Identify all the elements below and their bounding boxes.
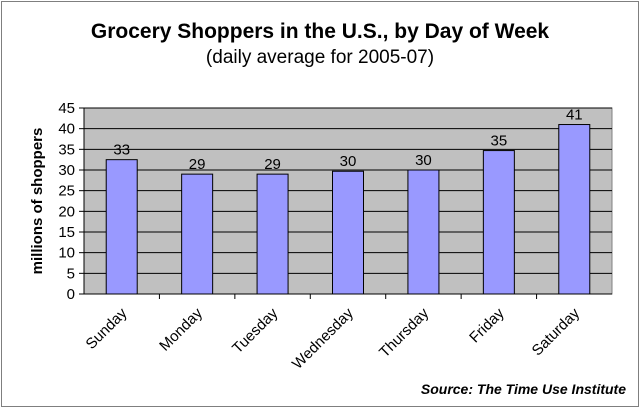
source-note: Source: The Time Use Institute (420, 381, 626, 397)
chart-subtitle: (daily average for 2005-07) (205, 47, 435, 68)
y-tick-label: 20 (58, 203, 75, 220)
bar-friday (482, 150, 515, 295)
data-label: 35 (491, 133, 508, 150)
data-label: 41 (566, 107, 583, 124)
y-tick-label: 40 (58, 121, 75, 138)
y-axis-label: millions of shoppers (29, 128, 46, 275)
bar-thursday (407, 169, 440, 295)
data-label: 33 (113, 142, 130, 159)
y-tick-label: 25 (58, 183, 75, 200)
y-tick-label: 30 (58, 162, 75, 179)
y-tick-label: 10 (58, 245, 75, 262)
data-label: 29 (189, 156, 206, 173)
x-category-label: Monday (156, 304, 206, 354)
bar-monday (181, 173, 214, 295)
y-tick-label: 15 (58, 224, 75, 241)
y-tick-label: 0 (67, 286, 75, 303)
data-label: 29 (264, 156, 281, 173)
bar-saturday (558, 124, 591, 295)
data-label: 30 (340, 153, 357, 170)
bar-tuesday (256, 173, 289, 295)
bars (105, 124, 591, 295)
bar-sunday (105, 159, 138, 295)
data-label: 30 (415, 152, 432, 169)
x-category-label: Saturday (529, 304, 584, 359)
x-category-label: Sunday (83, 304, 131, 352)
y-tick-label: 45 (58, 100, 75, 117)
x-category-label: Thursday (376, 304, 433, 361)
bar-wednesday (332, 170, 364, 295)
y-tick-label: 5 (67, 265, 75, 282)
chart-title: Grocery Shoppers in the U.S., by Day of … (90, 20, 550, 43)
y-tick-label: 35 (58, 141, 75, 158)
x-category-label: Friday (466, 304, 508, 346)
x-category-label: Wednesday (289, 304, 357, 372)
axes (79, 107, 612, 299)
x-category-label: Tuesday (229, 304, 282, 357)
